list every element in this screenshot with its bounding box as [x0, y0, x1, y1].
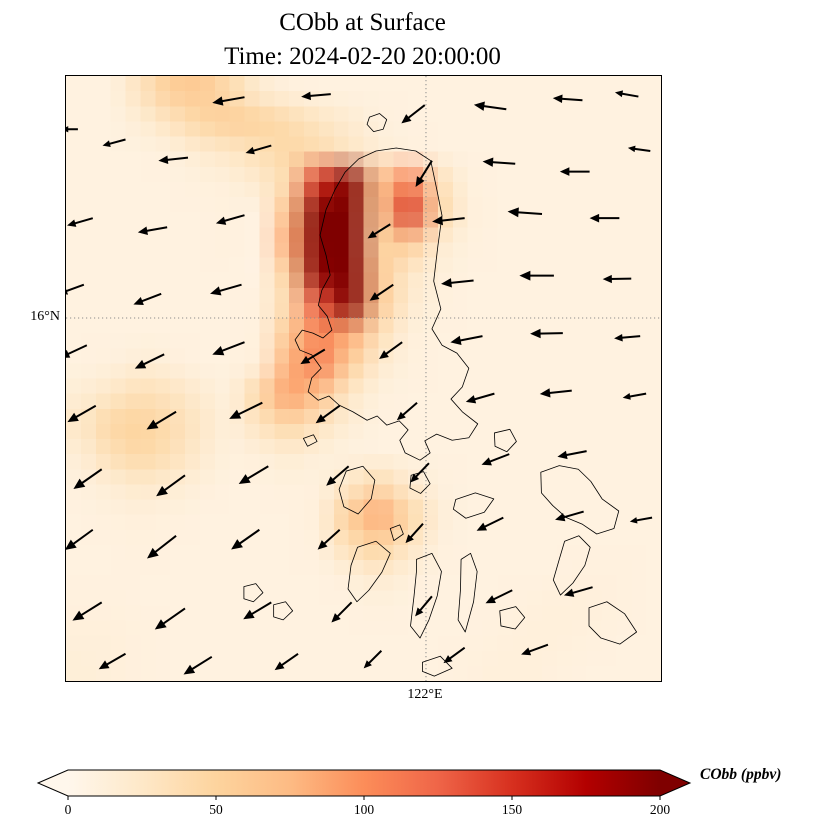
colorbar-svg: 0 50 100 150 200: [36, 769, 692, 817]
lon-tick-label: 122°E: [407, 687, 443, 702]
colorbar-tick-label: 100: [354, 802, 375, 817]
lat-tick-label: 16°N: [30, 309, 60, 324]
map-axes: [65, 75, 662, 682]
colorbar-tick-label: 0: [65, 802, 72, 817]
plot-subtitle: Time: 2024-02-20 20:00:00: [224, 43, 501, 70]
plot-title: CObb at Surface: [279, 9, 446, 36]
colorbar-tick-label: 200: [650, 802, 671, 817]
colorbar-tick-label: 50: [209, 802, 223, 817]
map-canvas: [66, 76, 661, 681]
colorbar-gradient: [36, 769, 692, 797]
title-block: CObb at Surface Time: 2024-02-20 20:00:0…: [65, 6, 660, 74]
colorbar-tick-label: 150: [502, 802, 523, 817]
colorbar: 0 50 100 150 200: [0, 762, 820, 824]
colorbar-label: CObb (ppbv): [700, 766, 782, 783]
